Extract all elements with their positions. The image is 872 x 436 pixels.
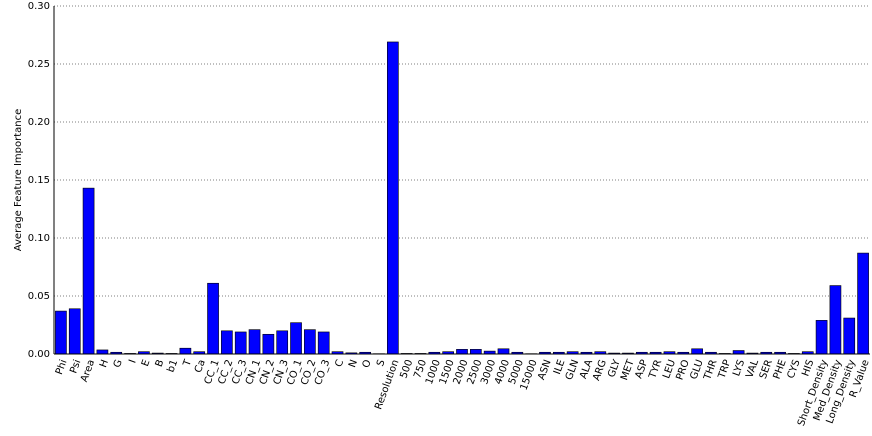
bar <box>456 349 468 355</box>
y-tick-label: 0.15 <box>28 175 50 186</box>
x-tick-label: HIS <box>800 358 816 378</box>
x-tick-label: Ca <box>193 358 208 374</box>
x-tick-label: LYS <box>731 358 747 377</box>
y-axis-label: Average Feature Importance <box>13 109 24 252</box>
bar <box>387 41 399 355</box>
bar <box>691 348 703 355</box>
x-tick-label: MET <box>619 357 637 381</box>
bar <box>815 320 828 355</box>
bar <box>290 322 302 355</box>
bar <box>221 330 233 355</box>
bar <box>68 308 81 355</box>
x-tick-label: G <box>112 358 125 369</box>
x-tick-label: T <box>181 357 194 368</box>
bar <box>857 252 869 355</box>
bar <box>497 348 510 355</box>
x-tick-label: b1 <box>166 358 181 374</box>
x-tick-label: S <box>375 358 388 368</box>
bar <box>317 331 330 355</box>
x-tick-label: Resolution <box>373 358 401 411</box>
bar <box>829 285 842 355</box>
x-tick-label: E <box>140 358 153 368</box>
x-tick-label: TYR <box>647 358 664 381</box>
bar <box>207 282 219 355</box>
bar <box>304 329 316 355</box>
y-tick-label: 0.20 <box>28 117 50 128</box>
y-tick-label: 0.25 <box>28 59 50 70</box>
x-tick-label: B <box>154 358 167 368</box>
x-tick-label: O <box>361 358 374 369</box>
bar <box>469 349 482 355</box>
bar <box>96 349 109 355</box>
bar <box>234 331 247 355</box>
bar <box>732 350 745 355</box>
x-tick-label: TRP <box>716 358 733 381</box>
bar <box>82 187 95 355</box>
x-tick-label: N <box>347 358 360 369</box>
y-tick-label: 0.05 <box>28 291 50 302</box>
x-tick-label: C <box>333 358 346 368</box>
y-tick-label: 0.00 <box>28 349 50 360</box>
bar <box>179 347 192 355</box>
x-tick-label: H <box>98 358 111 369</box>
bar <box>248 329 261 355</box>
bar <box>843 317 856 355</box>
x-tick-label: I <box>127 358 138 365</box>
bar <box>55 310 67 355</box>
y-tick-label: 0.30 <box>28 1 50 12</box>
y-tick-label: 0.10 <box>28 233 50 244</box>
bar <box>262 333 275 355</box>
x-tick-label: CYS <box>786 358 803 380</box>
x-tick-label: Phi <box>54 358 70 376</box>
bar <box>276 330 289 355</box>
x-tick-label: Psi <box>68 358 83 375</box>
x-tick-label: ILE <box>552 358 567 376</box>
